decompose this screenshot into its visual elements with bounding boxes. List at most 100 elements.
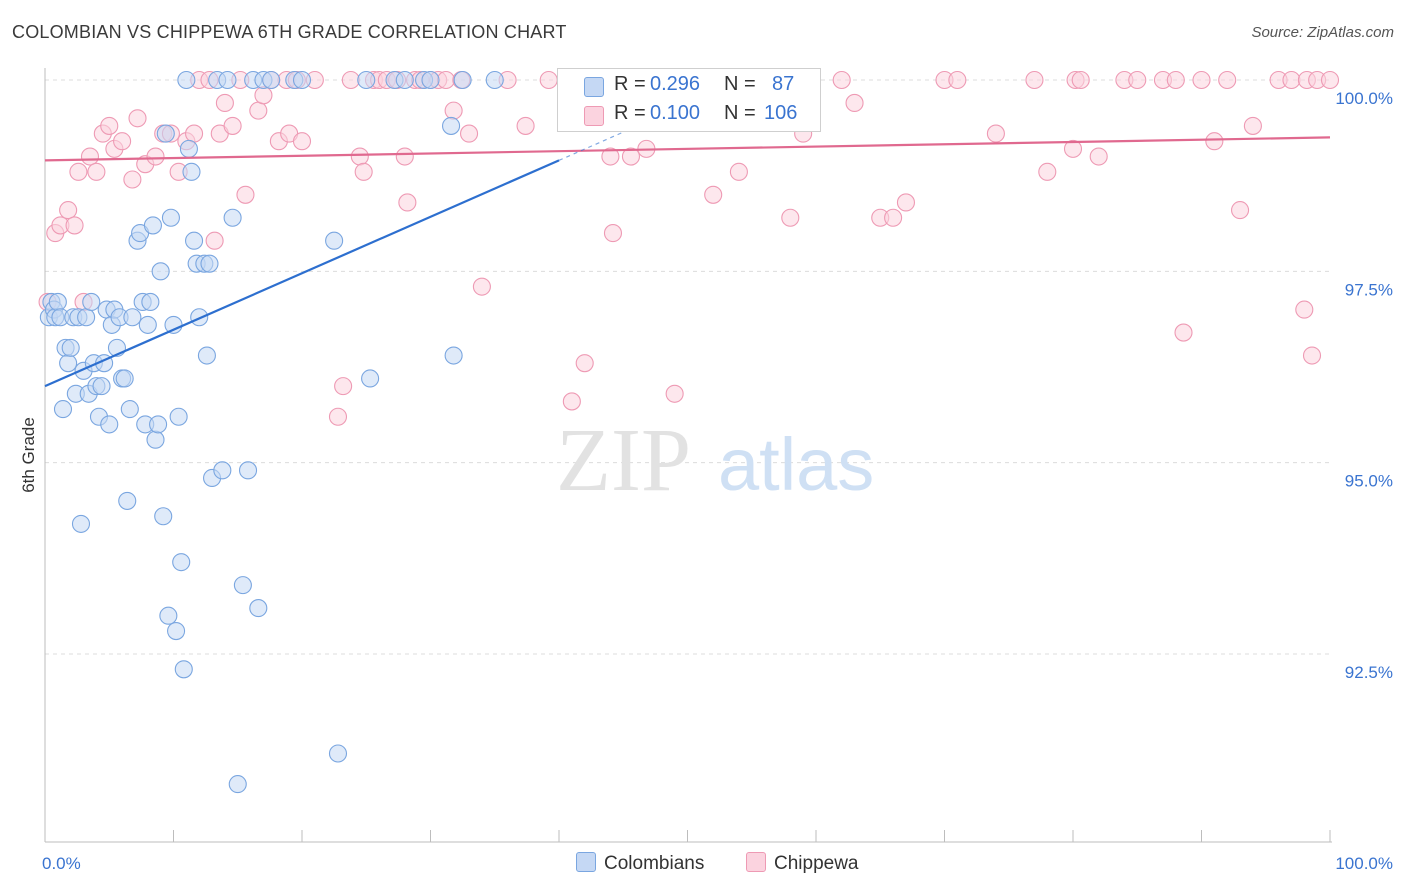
chippewa-point [1231, 201, 1250, 220]
legend-swatch-colombians [576, 852, 596, 872]
chippewa-point [123, 170, 142, 189]
colombians-point [92, 377, 111, 396]
chippewa-point [1192, 70, 1211, 90]
colombians-point [395, 70, 414, 90]
colombians-point [154, 507, 173, 526]
chippewa-point [1174, 323, 1193, 342]
chippewa-point [1089, 147, 1108, 166]
legend-row-chippewa: R = 0.100 N = 106 [558, 100, 820, 130]
chippewa-point [146, 147, 165, 166]
colombians-point [123, 308, 142, 327]
colombians-point [292, 70, 312, 90]
chippewa-trend-line [44, 136, 1331, 162]
grid [45, 79, 1330, 655]
colombians-point [177, 70, 196, 90]
chippewa-point [249, 101, 268, 120]
chippewa-r-value: 0.100 [650, 102, 701, 124]
colombians-point [421, 70, 440, 90]
chippewa-point [444, 101, 463, 120]
chart-title: COLOMBIAN VS CHIPPEWA 6TH GRADE CORRELAT… [12, 22, 567, 42]
chippewa-point [59, 201, 78, 220]
colombians-point [197, 346, 216, 365]
colombians-points [39, 70, 504, 794]
legend-item-chippewa: Chippewa [746, 852, 859, 875]
colombians-point [185, 231, 204, 250]
colombians-point [213, 461, 232, 480]
colombians-point [174, 660, 193, 679]
chippewa-point [215, 93, 234, 113]
y-tick-label: 100.0% [1335, 89, 1393, 108]
chippewa-point [562, 392, 581, 411]
chippewa-point [1128, 70, 1147, 90]
colombians-point [249, 599, 268, 618]
colombians-point [361, 369, 380, 388]
colombians-point [118, 491, 137, 510]
axis-labels: 92.5% 95.0% 97.5% 100.0% 0.0% 100.0% 6th Grade [19, 89, 1393, 873]
colombians-point [262, 70, 281, 90]
colombians-point [325, 231, 344, 250]
colombians-point [200, 254, 219, 273]
colombians-point [151, 262, 170, 281]
x-tick-label-max: 100.0% [1335, 854, 1393, 873]
chippewa-point [334, 377, 353, 396]
chippewa-n-label: N = [724, 102, 756, 124]
stats-legend: R = 0.296 N = 87 R = 0.100 N = 106 [557, 68, 821, 132]
watermark-atlas: atlas [718, 423, 874, 506]
colombians-point [159, 606, 178, 625]
legend-swatch-chippewa [746, 852, 766, 872]
colombians-point [143, 216, 162, 235]
chippewa-point [884, 208, 903, 227]
chippewa-point [395, 147, 414, 166]
chippewa-point [128, 109, 147, 128]
chippewa-r-label: R = [614, 102, 646, 124]
chippewa-point [1320, 70, 1340, 90]
chippewa-point [575, 354, 594, 373]
chippewa-point [948, 70, 967, 90]
chippewa-point [729, 162, 748, 181]
colombians-point [61, 338, 80, 357]
chippewa-point [65, 216, 84, 235]
colombians-point [161, 208, 180, 227]
chippewa-point [1243, 116, 1262, 135]
y-tick-label: 92.5% [1345, 663, 1393, 682]
colombians-point [100, 415, 119, 434]
chippewa-point [1038, 162, 1057, 181]
colombians-point [120, 400, 139, 419]
colombians-point [48, 292, 67, 311]
chippewa-point [254, 86, 273, 105]
chippewa-point [341, 70, 360, 90]
chippewa-point [601, 147, 620, 166]
chippewa-point [436, 70, 455, 90]
chippewa-point [1302, 346, 1322, 365]
chippewa-point [1218, 70, 1237, 90]
chippewa-n-value: 106 [764, 102, 798, 124]
chippewa-point [896, 193, 916, 212]
colombians-point [328, 744, 348, 763]
chippewa-point [87, 162, 106, 181]
colombians-point [156, 124, 175, 143]
chippewa-point [1166, 70, 1185, 90]
colombians-point [442, 116, 461, 135]
colombians-point [223, 208, 242, 227]
colombians-r-value: 0.296 [650, 73, 701, 95]
colombians-point [115, 369, 134, 388]
colombians-point [53, 400, 73, 419]
legend-item-colombians: Colombians [576, 852, 704, 875]
watermark-zip: ZIP [556, 411, 691, 510]
colombians-point [485, 70, 504, 90]
colombians-point [238, 461, 258, 480]
colombians-trend-extension [558, 114, 663, 161]
chippewa-point [845, 93, 864, 113]
legend-row-colombians: R = 0.296 N = 87 [558, 71, 820, 101]
chippewa-point [205, 231, 224, 250]
chippewa-point [665, 384, 684, 403]
colombians-point [59, 354, 78, 373]
colombians-point [169, 407, 188, 426]
colombians-point [453, 70, 472, 90]
legend-label-chippewa: Chippewa [774, 853, 859, 874]
colombians-point [138, 315, 157, 334]
chippewa-point [80, 147, 100, 166]
colombians-point [233, 576, 252, 595]
colombians-point [71, 514, 91, 533]
